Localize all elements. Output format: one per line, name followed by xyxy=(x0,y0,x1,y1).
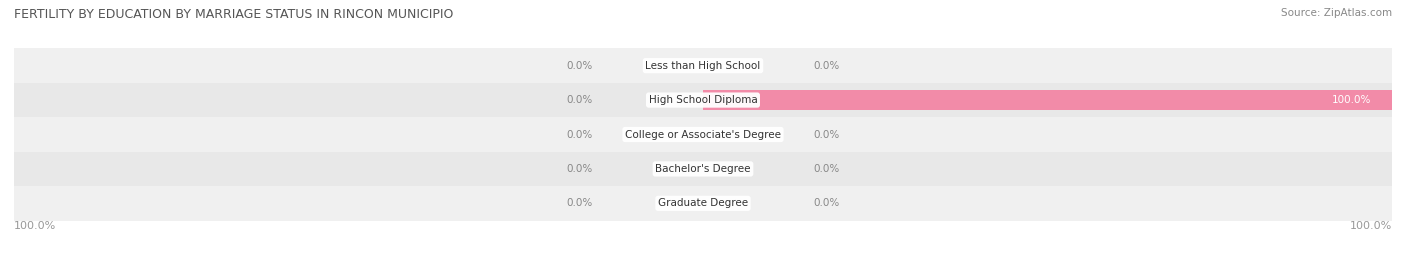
Text: 0.0%: 0.0% xyxy=(567,95,593,105)
Text: 0.0%: 0.0% xyxy=(813,164,839,174)
Text: College or Associate's Degree: College or Associate's Degree xyxy=(626,129,780,140)
Bar xyxy=(703,90,1392,110)
Text: High School Diploma: High School Diploma xyxy=(648,95,758,105)
Bar xyxy=(14,117,1392,152)
Text: Less than High School: Less than High School xyxy=(645,61,761,71)
Text: Source: ZipAtlas.com: Source: ZipAtlas.com xyxy=(1281,8,1392,18)
Text: 0.0%: 0.0% xyxy=(567,164,593,174)
Bar xyxy=(14,83,1392,117)
Text: 0.0%: 0.0% xyxy=(567,198,593,208)
Bar xyxy=(14,48,1392,83)
Bar xyxy=(14,152,1392,186)
Text: 0.0%: 0.0% xyxy=(813,61,839,71)
Text: 0.0%: 0.0% xyxy=(813,198,839,208)
Bar xyxy=(14,186,1392,221)
Text: 0.0%: 0.0% xyxy=(813,129,839,140)
Text: 100.0%: 100.0% xyxy=(1350,221,1392,231)
Text: 0.0%: 0.0% xyxy=(567,129,593,140)
Text: Graduate Degree: Graduate Degree xyxy=(658,198,748,208)
Text: 100.0%: 100.0% xyxy=(14,221,56,231)
Text: 0.0%: 0.0% xyxy=(567,61,593,71)
Text: Bachelor's Degree: Bachelor's Degree xyxy=(655,164,751,174)
Text: 100.0%: 100.0% xyxy=(1331,95,1371,105)
Text: FERTILITY BY EDUCATION BY MARRIAGE STATUS IN RINCON MUNICIPIO: FERTILITY BY EDUCATION BY MARRIAGE STATU… xyxy=(14,8,453,21)
